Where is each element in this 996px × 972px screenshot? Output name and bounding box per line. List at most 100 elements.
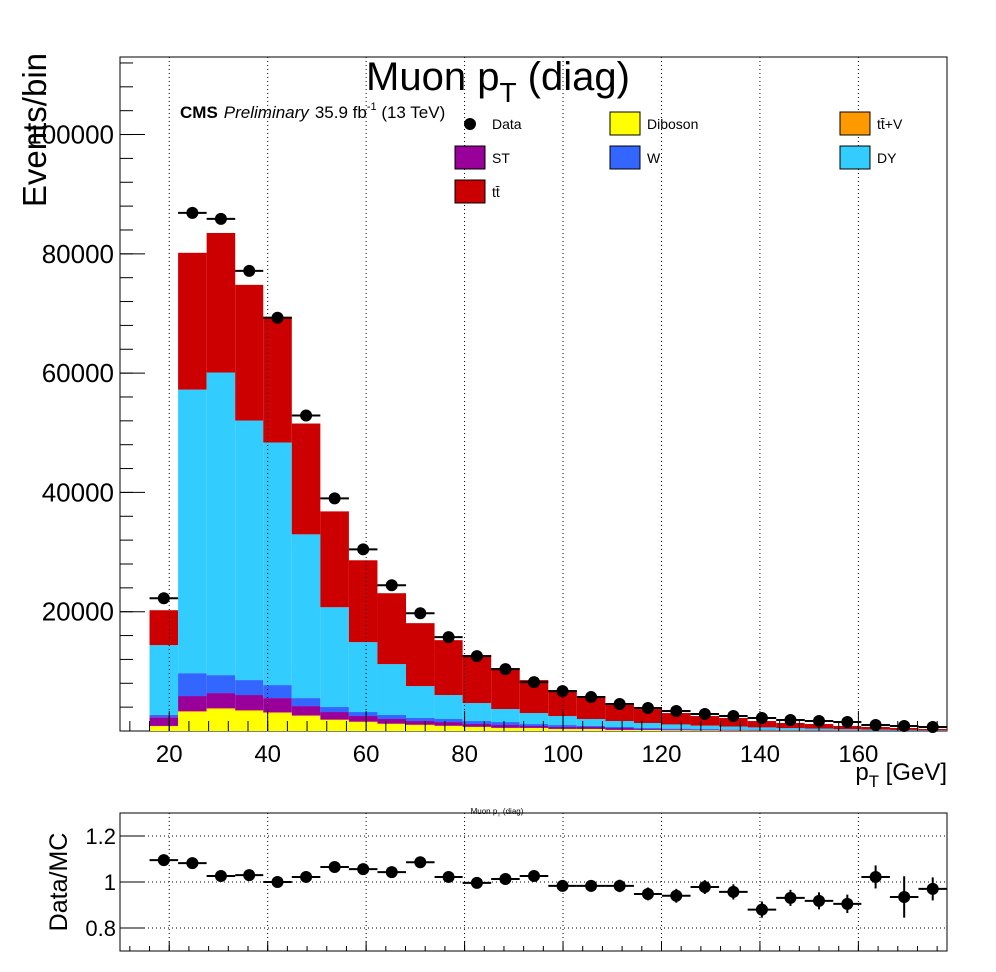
data-point — [670, 705, 683, 718]
data-point — [470, 650, 483, 663]
lumi-part: (13 TeV) — [377, 103, 446, 122]
stack-bar — [605, 721, 634, 728]
stack-bar — [661, 728, 691, 730]
stack-bar — [406, 721, 435, 725]
ratio-point — [186, 857, 199, 870]
data-point — [357, 543, 370, 556]
ratio-point — [755, 903, 768, 916]
ratio-point — [414, 856, 427, 869]
stack-bar — [661, 729, 691, 731]
stack-bar — [690, 729, 720, 730]
stack-bar — [235, 284, 264, 421]
stack-bar — [633, 723, 662, 729]
stack-bar — [747, 727, 777, 730]
stack-bar — [263, 316, 292, 443]
stack-bar — [149, 645, 179, 715]
ratio-point — [926, 882, 939, 895]
ratio-y-tick-label: 1 — [104, 870, 116, 895]
stack-bar — [434, 695, 463, 720]
stack-bar — [348, 560, 378, 643]
stack-bar — [149, 610, 179, 646]
ratio-point — [157, 854, 170, 867]
legend-swatch — [609, 111, 641, 136]
stack-bar — [605, 704, 634, 722]
x-tick-label: 100 — [543, 741, 583, 768]
ratio-point — [784, 891, 797, 904]
ratio-title-part: (diag) — [501, 807, 524, 816]
ratio-point — [670, 889, 683, 902]
stack-bar — [206, 372, 236, 676]
data-point — [784, 714, 797, 727]
stack-bar — [690, 730, 720, 731]
stack-bar — [633, 728, 662, 730]
stack-bar — [149, 726, 179, 731]
stack-bar — [747, 730, 777, 731]
legend-marker — [464, 118, 476, 130]
stack-bar — [633, 709, 662, 724]
data-point — [585, 691, 598, 704]
data-point — [442, 631, 455, 644]
data-point — [556, 685, 569, 698]
stack-bar — [462, 721, 492, 725]
chart-title-part: (diag) — [517, 55, 630, 99]
x-tick-label: 80 — [451, 741, 478, 768]
stack-bar — [320, 720, 349, 731]
x-tick-label: 160 — [838, 741, 878, 768]
stack-bar — [491, 725, 520, 728]
ratio-point — [841, 897, 854, 910]
legend-swatch — [609, 145, 641, 170]
stack-bar — [576, 719, 606, 726]
stack-bar — [462, 703, 492, 722]
ratio-point — [813, 894, 826, 907]
legend-label: ST — [492, 150, 510, 166]
data-point — [727, 710, 740, 723]
stack-bar — [633, 729, 662, 731]
data-point — [698, 708, 711, 721]
y-tick-label: 60000 — [42, 358, 114, 388]
legend-swatch — [839, 111, 871, 136]
legend-label: Diboson — [647, 116, 698, 132]
stack-bar — [406, 686, 435, 718]
stack-bar — [206, 708, 236, 710]
chart-title-part: Muon p — [366, 55, 499, 99]
ratio-point — [271, 876, 284, 888]
stack-bar — [462, 727, 492, 731]
y-tick-label: 40000 — [42, 477, 114, 507]
stack-bar — [406, 725, 435, 731]
data-point — [157, 592, 170, 605]
ratio-y-axis-title: Data/MC — [45, 833, 73, 932]
x-tick-label: 20 — [156, 741, 183, 768]
stack-bar — [348, 712, 378, 717]
y-tick-label: 100000 — [27, 120, 114, 150]
data-point — [926, 721, 939, 734]
stack-bar — [377, 719, 407, 724]
ratio-point — [613, 879, 626, 892]
stack-bar — [605, 727, 634, 729]
data-point — [300, 409, 313, 422]
data-point — [755, 711, 768, 724]
stack-bar — [576, 727, 606, 729]
y-tick-label: 20000 — [42, 597, 114, 627]
chart-title-part: T — [499, 77, 516, 108]
stack-bar — [235, 710, 264, 712]
stack-bar — [406, 717, 435, 722]
stack-bar — [149, 714, 179, 718]
data-point — [214, 212, 227, 225]
stack-bar — [263, 712, 292, 714]
stack-bar — [605, 729, 634, 731]
stack-bar — [719, 726, 748, 730]
data-point — [527, 676, 540, 689]
cms: CMS — [180, 103, 218, 122]
stack-bar — [776, 728, 805, 730]
stack-bar — [690, 716, 720, 726]
stack-bar — [519, 728, 549, 731]
stack-bar — [833, 729, 862, 731]
ratio-point — [300, 870, 313, 883]
stack-bar — [263, 685, 292, 699]
data-point — [898, 719, 911, 732]
ratio-point — [869, 870, 882, 883]
stack-bar — [235, 420, 264, 681]
stack-bar — [178, 673, 207, 697]
stack-bar — [406, 623, 435, 687]
ratio-frame — [119, 812, 948, 952]
